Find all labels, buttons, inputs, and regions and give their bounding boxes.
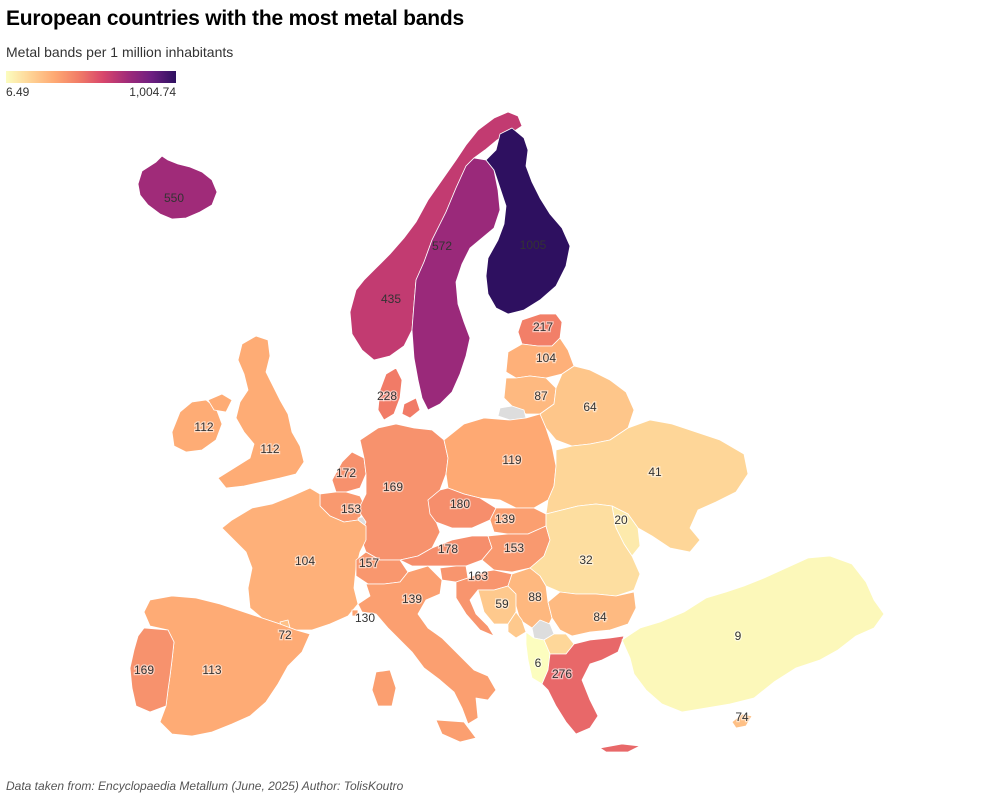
country-greece[interactable] (541, 635, 641, 753)
value-label-italy: 139 (402, 592, 422, 606)
value-label-hungary: 153 (504, 541, 524, 555)
value-label-united-kingdom: 112 (260, 442, 279, 456)
value-label-germany: 169 (383, 480, 403, 494)
value-label-netherlands: 172 (336, 466, 356, 480)
country-croatia[interactable] (455, 569, 513, 637)
country-bulgaria[interactable] (547, 591, 637, 637)
value-label-france: 104 (295, 554, 315, 568)
legend-gradient-bar (6, 71, 176, 83)
value-label-slovakia: 139 (495, 512, 515, 526)
value-label-austria: 178 (438, 542, 458, 556)
country-turkey[interactable] (621, 555, 885, 713)
value-label-norway: 435 (381, 292, 401, 306)
value-label-monaco: 130 (355, 611, 375, 625)
value-label-finland: 1005 (520, 238, 547, 252)
country-denmark[interactable] (377, 367, 421, 421)
value-label-belgium: 153 (341, 502, 361, 516)
value-label-iceland: 550 (164, 191, 184, 205)
country-germany[interactable] (357, 423, 449, 561)
map-subtitle: Metal bands per 1 million inhabitants (6, 44, 234, 60)
country-portugal[interactable] (129, 627, 175, 713)
value-label-lithuania: 87 (534, 389, 548, 403)
value-label-cyprus: 74 (735, 710, 749, 724)
color-legend: 6.49 1,004.74 (6, 71, 176, 99)
source-credit: Data taken from: Encyclopaedia Metallum … (6, 779, 404, 793)
value-label-ireland: 112 (194, 420, 213, 434)
value-label-andorra: 72 (278, 628, 292, 642)
legend-min-label: 6.49 (6, 85, 30, 99)
country-italy[interactable] (357, 565, 497, 743)
country-iceland[interactable] (137, 155, 218, 220)
value-label-albania: 6 (535, 656, 542, 670)
country-sweden[interactable] (411, 157, 501, 411)
value-label-sweden: 572 (432, 239, 452, 253)
country-united-kingdom[interactable] (207, 335, 305, 489)
value-label-bulgaria: 84 (593, 610, 607, 624)
country-monaco[interactable] (351, 609, 359, 617)
value-label-bosnia: 59 (495, 597, 509, 611)
value-label-serbia: 88 (528, 590, 542, 604)
value-label-czechia: 180 (450, 497, 470, 511)
value-label-ukraine: 41 (648, 465, 662, 479)
country-france[interactable] (221, 487, 367, 631)
value-label-denmark: 228 (377, 389, 397, 403)
country-ireland[interactable] (171, 399, 223, 453)
value-label-poland: 119 (502, 453, 521, 467)
value-label-belarus: 64 (583, 400, 597, 414)
value-label-slovenia: 163 (468, 569, 488, 583)
value-label-romania: 32 (579, 553, 593, 567)
value-label-latvia: 104 (536, 351, 556, 365)
map-title: European countries with the most metal b… (6, 7, 464, 30)
value-label-moldova: 20 (614, 513, 628, 527)
value-label-switzerland: 157 (359, 556, 379, 570)
country-cyprus[interactable] (731, 713, 753, 729)
legend-max-label: 1,004.74 (129, 85, 176, 99)
value-label-greece: 276 (552, 667, 572, 681)
value-label-turkey: 9 (735, 629, 742, 643)
country-norway[interactable] (349, 111, 523, 361)
value-label-estonia: 217 (533, 320, 553, 334)
country-finland[interactable] (485, 127, 571, 315)
value-label-portugal: 169 (134, 663, 154, 677)
value-label-spain: 113 (202, 663, 221, 677)
